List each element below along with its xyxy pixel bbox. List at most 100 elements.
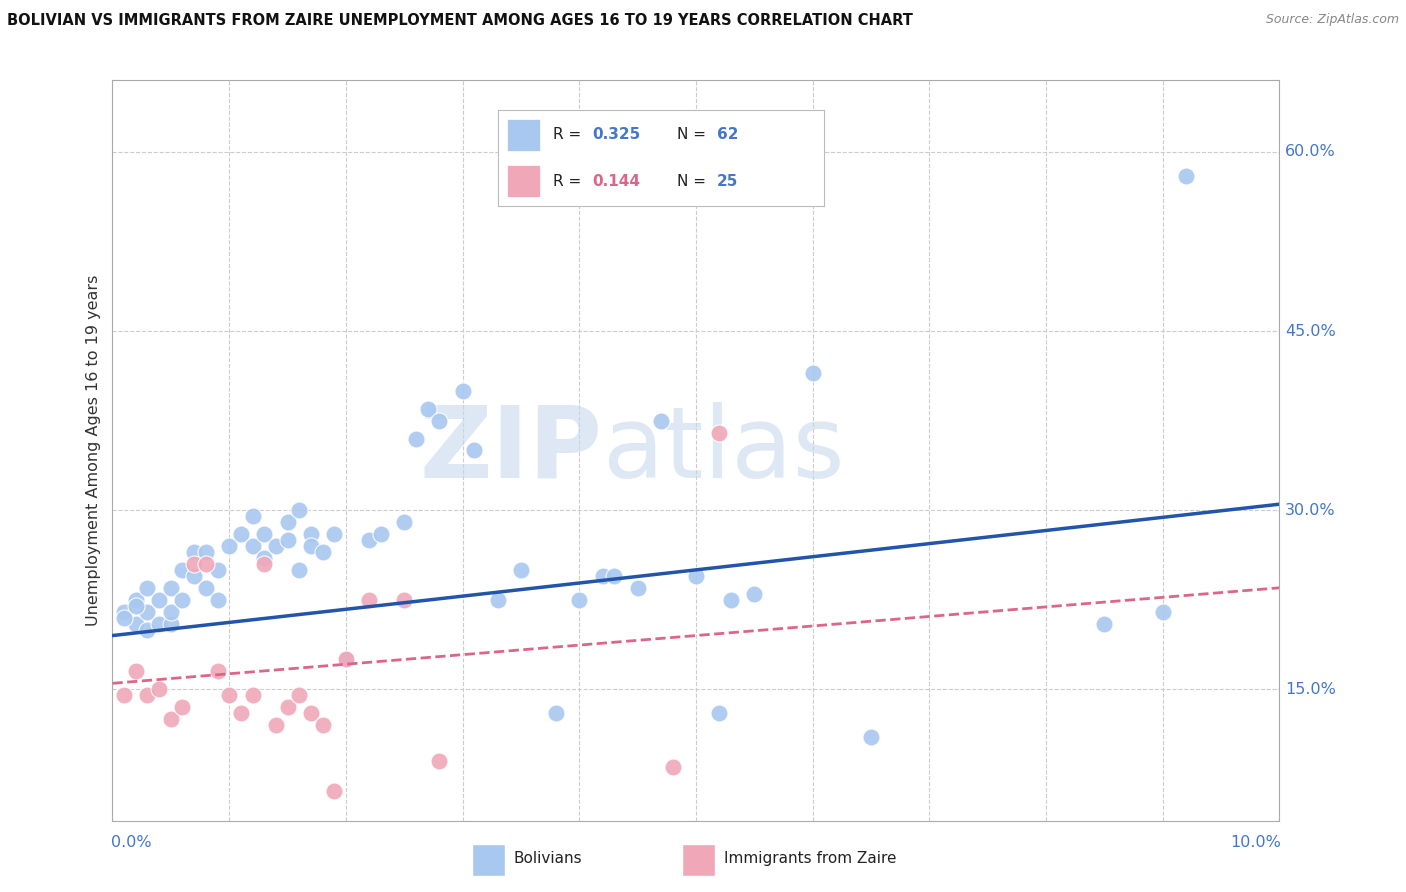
Point [592,569,614,583]
Point [544,706,567,721]
Point [136,688,159,702]
Text: R =: R = [553,128,586,143]
Point [125,616,148,631]
Point [405,432,427,446]
Point [242,688,264,702]
Point [218,539,240,553]
Text: 25: 25 [717,174,738,188]
Point [801,366,824,380]
Point [125,592,148,607]
Point [172,592,194,607]
Point [136,605,159,619]
Point [264,539,287,553]
Text: 0.144: 0.144 [592,174,640,188]
Point [359,592,381,607]
Text: 0.0%: 0.0% [111,836,152,850]
Point [253,527,276,541]
FancyBboxPatch shape [682,844,714,876]
Point [650,414,672,428]
Point [172,563,194,577]
Text: 15.0%: 15.0% [1285,681,1336,697]
Point [1175,169,1198,183]
Text: Immigrants from Zaire: Immigrants from Zaire [724,851,897,866]
Point [112,610,135,624]
FancyBboxPatch shape [508,119,540,152]
Point [207,592,229,607]
Point [323,784,346,798]
Point [229,527,252,541]
Point [160,605,183,619]
Point [288,503,311,517]
Point [509,563,531,577]
Point [148,616,170,631]
Text: 62: 62 [717,128,738,143]
Point [1152,605,1174,619]
Text: ZIP: ZIP [420,402,603,499]
Point [183,557,205,571]
Point [160,616,183,631]
Text: 30.0%: 30.0% [1285,503,1336,517]
Point [720,592,742,607]
Point [276,700,298,714]
Point [194,545,217,559]
Point [709,425,731,440]
Point [299,706,322,721]
Point [218,688,240,702]
Point [416,401,439,416]
Point [253,550,276,565]
Text: N =: N = [678,174,711,188]
Point [148,592,170,607]
Point [125,599,148,613]
Point [112,688,135,702]
Point [742,587,765,601]
Point [242,509,264,524]
Point [229,706,252,721]
Point [392,515,416,529]
Point [276,533,298,547]
Y-axis label: Unemployment Among Ages 16 to 19 years: Unemployment Among Ages 16 to 19 years [86,275,101,626]
Point [370,527,392,541]
Point [335,652,357,666]
Point [463,443,485,458]
Point [427,414,450,428]
Point [194,557,217,571]
Point [427,754,450,768]
Point [125,665,148,679]
Point [148,682,170,697]
Point [626,581,648,595]
Point [603,569,626,583]
Point [709,706,731,721]
Point [299,527,322,541]
Text: 0.325: 0.325 [592,128,641,143]
Point [136,623,159,637]
Point [859,730,883,744]
Text: 60.0%: 60.0% [1285,145,1336,160]
Point [194,581,217,595]
Point [242,539,264,553]
Point [323,527,346,541]
Point [253,557,276,571]
Point [207,665,229,679]
Point [288,688,311,702]
Text: N =: N = [678,128,711,143]
Text: R =: R = [553,174,586,188]
Text: BOLIVIAN VS IMMIGRANTS FROM ZAIRE UNEMPLOYMENT AMONG AGES 16 TO 19 YEARS CORRELA: BOLIVIAN VS IMMIGRANTS FROM ZAIRE UNEMPL… [7,13,912,29]
Point [359,533,381,547]
FancyBboxPatch shape [472,844,505,876]
Point [661,760,683,774]
Point [172,700,194,714]
Text: Bolivians: Bolivians [515,851,582,866]
Point [311,545,333,559]
Text: 10.0%: 10.0% [1230,836,1281,850]
Point [160,712,183,726]
Point [392,592,416,607]
Point [299,539,322,553]
FancyBboxPatch shape [508,165,540,197]
Point [311,718,333,732]
Point [451,384,474,398]
Text: Source: ZipAtlas.com: Source: ZipAtlas.com [1265,13,1399,27]
Point [207,563,229,577]
Point [1092,616,1115,631]
Point [112,605,135,619]
Text: 45.0%: 45.0% [1285,324,1336,339]
